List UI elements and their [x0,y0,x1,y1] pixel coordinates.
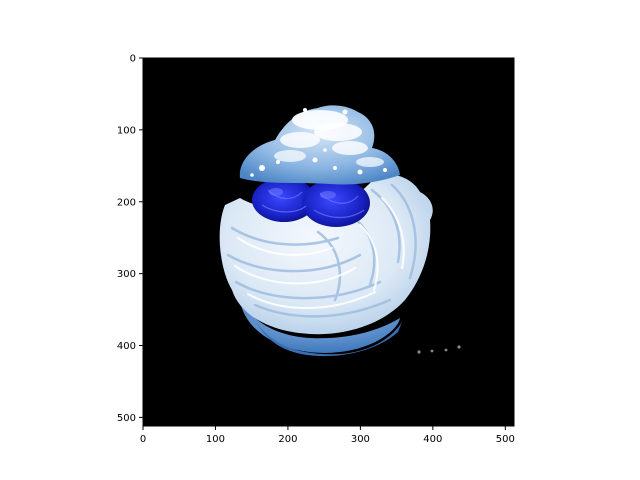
cream-puff-photo [219,105,461,357]
x-tick-label: 400 [423,434,442,445]
y-tick-label: 100 [117,125,136,136]
image-plot-area [143,58,514,426]
crumbs [417,345,461,354]
cream-swirls [226,183,417,318]
y-tick-label: 300 [117,269,136,280]
x-tick-label: 0 [140,434,146,445]
x-tick-label: 300 [351,434,370,445]
berries [252,178,370,227]
y-tick-label: 0 [130,54,136,65]
y-axis: 0 100 200 300 400 500 [117,54,143,424]
cream-highlights [234,197,405,309]
x-tick-label: 100 [206,434,225,445]
powdered-sugar [250,108,387,177]
y-tick-label: 400 [117,341,136,352]
x-tick-label: 500 [496,434,515,445]
berry-left [252,178,316,222]
y-tick-label: 500 [117,413,136,424]
x-axis: 0 100 200 300 400 500 [140,426,515,445]
pastry-base [240,300,400,353]
y-tick-label: 200 [117,197,136,208]
axes-frame [142,57,515,427]
x-tick-label: 200 [278,434,297,445]
